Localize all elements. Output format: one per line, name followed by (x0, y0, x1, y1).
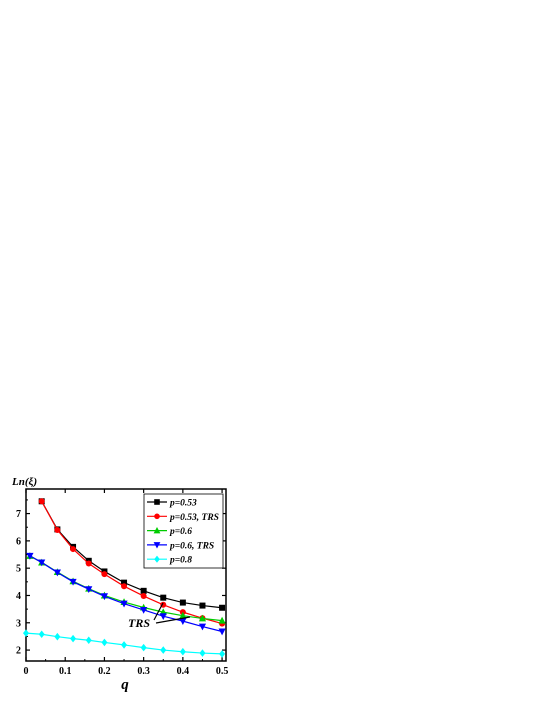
series-group (23, 629, 226, 658)
series-group (26, 552, 226, 636)
data-point (100, 593, 109, 601)
y-tick-label: 7 (16, 509, 21, 520)
legend-item: p=0.53 (147, 499, 197, 509)
data-point (154, 513, 160, 520)
data-point (154, 499, 160, 505)
axis-ticks: 0 0.1 0.2 0.3 0.4 0.5 2 3 4 5 6 7 (16, 489, 228, 677)
y-tick-label: 5 (16, 564, 21, 575)
data-point (85, 586, 93, 593)
data-point (198, 623, 207, 631)
y-tick-label: 3 (16, 618, 21, 629)
y-tick-label: 4 (16, 591, 21, 602)
x-tick-label: 0.5 (216, 666, 229, 677)
data-point (38, 559, 46, 567)
data-point (101, 638, 108, 647)
data-point (179, 647, 186, 656)
data-point (121, 641, 128, 649)
y-tick-label: 6 (16, 536, 21, 547)
series-layer (23, 498, 226, 658)
data-point (70, 634, 77, 643)
x-tick-label: 0.3 (137, 666, 150, 677)
data-point (121, 579, 128, 586)
legend-label: p=0.6, TRS (169, 541, 214, 551)
data-point (26, 552, 34, 560)
data-point (38, 498, 45, 505)
x-tick-label: 0.1 (59, 666, 72, 677)
data-point (101, 571, 108, 578)
data-point (140, 587, 147, 594)
legend-item: p=0.6, TRS (147, 541, 214, 551)
y-tick-label: 2 (16, 646, 21, 657)
data-point (179, 618, 187, 625)
data-point (159, 613, 167, 621)
data-point (140, 643, 147, 652)
data-point (199, 602, 206, 609)
data-point (154, 555, 160, 563)
y-axis-label: Ln(ξ) (11, 476, 37, 488)
annotation-arrow-2 (155, 616, 191, 624)
legend-label: p=0.53 (169, 499, 197, 509)
legend-label: p=0.53, TRS (169, 513, 219, 523)
legend-item: p=0.8 (147, 555, 192, 566)
data-point (153, 527, 161, 534)
data-point (54, 526, 61, 533)
legend-item: p=0.6 (147, 527, 192, 537)
legend: p=0.53 p=0.53, TRS p=0.6 p=0.6, TRS p=0.8 (143, 493, 224, 569)
x-tick-label: 0 (24, 666, 29, 677)
plot-frame (25, 488, 227, 662)
data-point (140, 606, 148, 614)
data-point (140, 593, 147, 600)
data-point (23, 629, 29, 637)
legend-item: p=0.53, TRS (147, 513, 219, 523)
data-point (199, 649, 206, 657)
data-point (219, 604, 226, 611)
data-point (160, 646, 167, 654)
annotation-text: TRS (128, 616, 150, 630)
data-point (179, 611, 187, 619)
data-point (85, 560, 92, 567)
data-point (38, 630, 45, 639)
x-tick-label: 0.2 (98, 666, 111, 677)
x-axis-label: q (121, 677, 129, 693)
data-point (70, 546, 77, 553)
data-point (53, 569, 61, 577)
data-point (179, 599, 186, 606)
legend-label: p=0.6 (169, 527, 192, 537)
legend-label: p=0.8 (169, 556, 192, 566)
data-point (219, 650, 226, 658)
data-point (69, 578, 77, 586)
data-point (218, 616, 226, 624)
data-point (120, 600, 128, 608)
data-point (85, 636, 92, 645)
x-tick-label: 0.4 (177, 666, 190, 677)
annotation: TRS (128, 602, 191, 630)
data-point (153, 542, 161, 549)
data-point (218, 628, 226, 636)
data-point (54, 632, 61, 641)
data-point (198, 614, 207, 622)
data-point (121, 583, 128, 590)
annotation-arrow-1 (153, 602, 164, 621)
data-point (160, 594, 167, 601)
